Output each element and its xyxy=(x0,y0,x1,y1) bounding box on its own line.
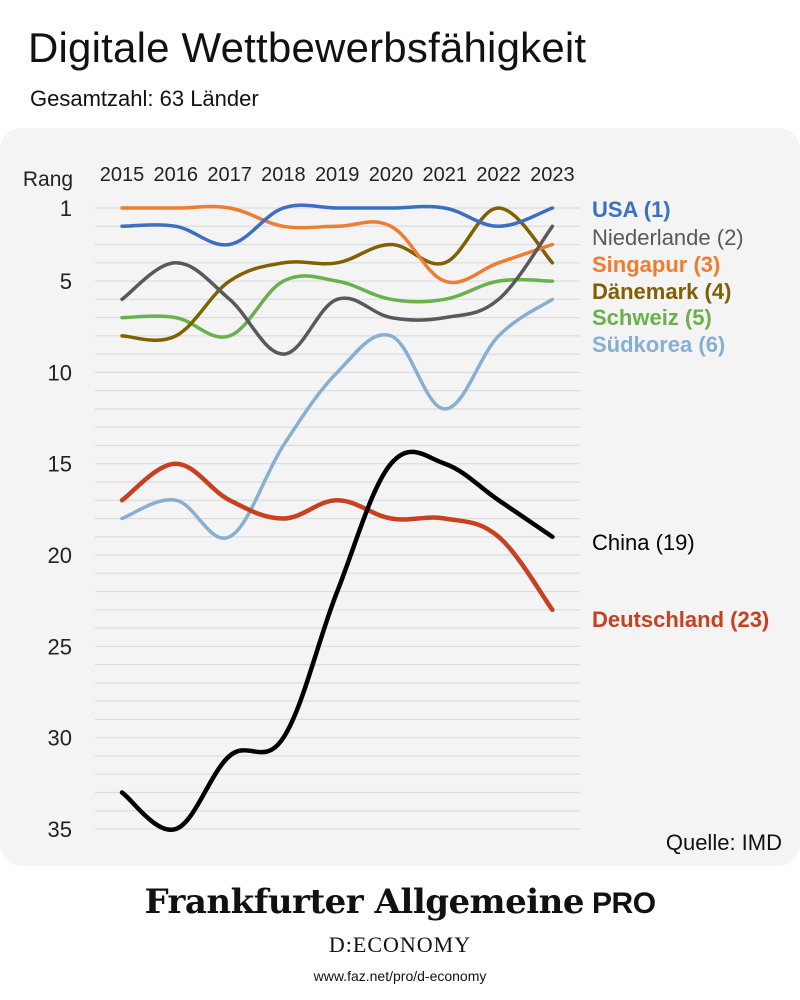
x-tick-label: 2017 xyxy=(207,164,252,186)
brand-logo: Frankfurter Allgemeine PRO xyxy=(0,882,800,922)
series-label-usa: USA (1) xyxy=(592,197,671,222)
series-label-schweiz: Schweiz (5) xyxy=(592,305,712,330)
x-tick-label: 2023 xyxy=(530,164,575,186)
series-label-südkorea: Südkorea (6) xyxy=(592,332,725,357)
series-labels: USA (1) Niederlande (2)Singapur (3)Dänema… xyxy=(592,197,769,632)
series-label-singapur: Singapur (3) xyxy=(592,252,720,277)
series-label-dänemark: Dänemark (4) xyxy=(592,279,731,304)
chart-panel xyxy=(0,128,800,866)
chart-subtitle: Gesamtzahl: 63 Länder xyxy=(30,86,259,111)
x-tick-label: 2015 xyxy=(100,164,145,186)
series-line-südkorea xyxy=(120,297,555,540)
series-line-niederlande xyxy=(120,224,555,356)
series-lines xyxy=(119,203,555,832)
x-tick-label: 2016 xyxy=(154,164,199,186)
y-tick-label: 1 xyxy=(60,196,72,221)
series-label-china: China (19) xyxy=(592,530,695,555)
series-line-dänemark xyxy=(120,206,555,342)
series-line-deutschland xyxy=(119,461,555,613)
y-tick-label: 10 xyxy=(48,360,72,385)
series-line-singapur xyxy=(120,204,555,285)
x-tick-label: 2020 xyxy=(369,164,414,186)
y-tick-label: 5 xyxy=(60,269,72,294)
chart-title: Digitale Wettbewerbsfähigkeit xyxy=(28,24,587,71)
y-tick-label: 25 xyxy=(48,634,72,659)
x-tick-label: 2022 xyxy=(476,164,521,186)
source-note: Quelle: IMD xyxy=(665,830,782,855)
x-tick-label: 2021 xyxy=(423,164,468,186)
x-tick-label: 2019 xyxy=(315,164,360,186)
y-tick-label: 20 xyxy=(48,543,72,568)
series-line-usa xyxy=(120,203,555,247)
x-tick-label: 2018 xyxy=(261,164,306,186)
series-label-niederlande: Niederlande (2) xyxy=(592,225,744,250)
y-axis-label: Rang xyxy=(23,168,73,191)
y-tick-label: 35 xyxy=(48,817,72,842)
series-line-schweiz xyxy=(120,274,555,339)
section-name: D:ECONOMY xyxy=(328,932,472,957)
series-label-deutschland: Deutschland (23) xyxy=(592,607,769,632)
y-tick-label: 30 xyxy=(48,726,72,751)
brand-name: Frankfurter Allgemeine xyxy=(144,882,585,922)
gridlines xyxy=(95,207,580,830)
series-line-china xyxy=(119,449,555,832)
y-tick-label: 15 xyxy=(48,452,72,477)
footer-url[interactable]: www.faz.net/pro/d-economy xyxy=(313,968,487,984)
brand-pro: PRO xyxy=(592,887,656,920)
x-tick-labels: 2015 2016 2017 2018 2019 2020 2021 2022 2023 xyxy=(100,164,575,186)
